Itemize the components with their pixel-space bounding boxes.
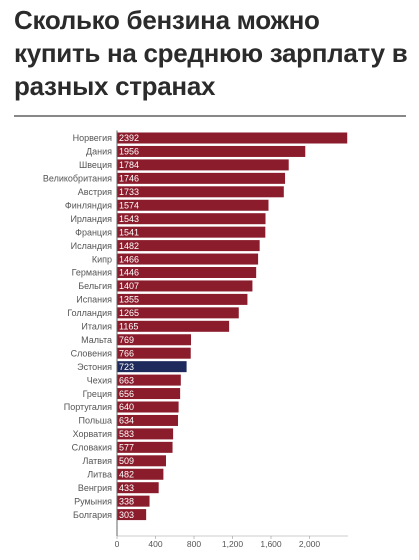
value-label: 482	[119, 469, 134, 479]
value-label: 640	[119, 402, 134, 412]
value-label: 509	[119, 456, 134, 466]
x-tick-label: 400	[148, 539, 162, 549]
category-label: Болгария	[73, 510, 112, 520]
category-label: Чехия	[87, 375, 112, 385]
bar	[117, 388, 181, 400]
category-label: Германия	[72, 268, 112, 278]
category-label: Дания	[86, 147, 112, 157]
category-label: Кипр	[92, 254, 112, 264]
bar	[117, 159, 289, 171]
bar	[117, 414, 179, 426]
value-label: 2392	[119, 133, 139, 143]
value-label: 634	[119, 416, 134, 426]
category-label: Латвия	[82, 456, 112, 466]
category-label: Хорватия	[73, 429, 113, 439]
bar	[117, 186, 284, 198]
value-label: 663	[119, 375, 134, 385]
value-label: 723	[119, 362, 134, 372]
category-label: Бельгия	[78, 281, 112, 291]
x-tick-label: 2,000	[299, 539, 321, 549]
value-label: 1265	[119, 308, 139, 318]
x-tick-label: 1,200	[222, 539, 244, 549]
value-label: 1446	[119, 268, 139, 278]
bar	[117, 199, 269, 211]
chart-title: Сколько бензина можно купить на среднюю …	[14, 5, 408, 101]
bar	[117, 320, 230, 332]
category-label: Греция	[83, 389, 113, 399]
value-label: 1355	[119, 295, 139, 305]
category-label: Австрия	[78, 187, 112, 197]
category-label: Великобритания	[43, 174, 112, 184]
bar	[117, 132, 348, 144]
category-label: Испания	[76, 295, 112, 305]
value-label: 303	[119, 510, 134, 520]
value-label: 769	[119, 335, 134, 345]
value-label: 433	[119, 483, 134, 493]
bar	[117, 428, 174, 440]
value-label: 1956	[119, 147, 139, 157]
value-label: 577	[119, 443, 134, 453]
category-label: Румыния	[74, 496, 112, 506]
category-label: Исландия	[71, 241, 112, 251]
title-divider	[14, 115, 406, 117]
value-label: 338	[119, 496, 134, 506]
value-label: 1165	[119, 322, 138, 332]
category-label: Польша	[79, 416, 112, 426]
value-label: 1543	[119, 214, 139, 224]
bar	[117, 334, 192, 346]
bar	[117, 253, 259, 265]
bar	[117, 172, 286, 184]
bar	[117, 495, 150, 507]
value-label: 1746	[119, 174, 139, 184]
bar	[117, 267, 257, 278]
category-label: Норвегия	[73, 133, 113, 143]
category-label: Ирландия	[70, 214, 112, 224]
bar	[117, 401, 179, 413]
value-label: 766	[119, 348, 134, 358]
bar	[117, 307, 239, 319]
value-label: 1541	[119, 227, 139, 237]
value-label: 1784	[119, 160, 139, 170]
bar	[117, 361, 187, 373]
bar	[117, 240, 260, 252]
category-label: Франция	[75, 227, 112, 237]
bar	[117, 293, 248, 305]
bar	[117, 347, 191, 359]
value-label: 1407	[119, 281, 139, 291]
category-label: Словакия	[72, 443, 113, 453]
category-label: Словения	[71, 348, 113, 358]
category-label: Италия	[81, 322, 112, 332]
bar	[117, 468, 164, 480]
value-label: 1574	[119, 200, 139, 210]
x-tick-label: 0	[115, 539, 120, 549]
value-label: 656	[119, 389, 134, 399]
category-label: Португалия	[64, 402, 112, 412]
bar	[117, 213, 266, 225]
category-label: Литва	[87, 469, 112, 479]
value-label: 1733	[119, 187, 139, 197]
bar	[117, 482, 159, 494]
category-label: Голландия	[67, 308, 112, 318]
bar	[117, 455, 166, 467]
x-tick-label: 800	[187, 539, 201, 549]
category-label: Эстония	[77, 362, 112, 372]
category-label: Венгрия	[78, 483, 112, 493]
bar	[117, 374, 181, 386]
value-label: 583	[119, 429, 134, 439]
category-label: Финляндия	[65, 200, 112, 210]
bar	[117, 441, 173, 453]
category-label: Швеция	[79, 160, 112, 170]
x-tick-label: 1,600	[260, 539, 282, 549]
bar	[117, 145, 306, 157]
value-label: 1466	[119, 254, 139, 264]
category-label: Мальта	[81, 335, 112, 345]
bar	[117, 226, 266, 238]
bar	[117, 280, 253, 292]
value-label: 1482	[119, 241, 139, 251]
bar	[117, 509, 147, 521]
